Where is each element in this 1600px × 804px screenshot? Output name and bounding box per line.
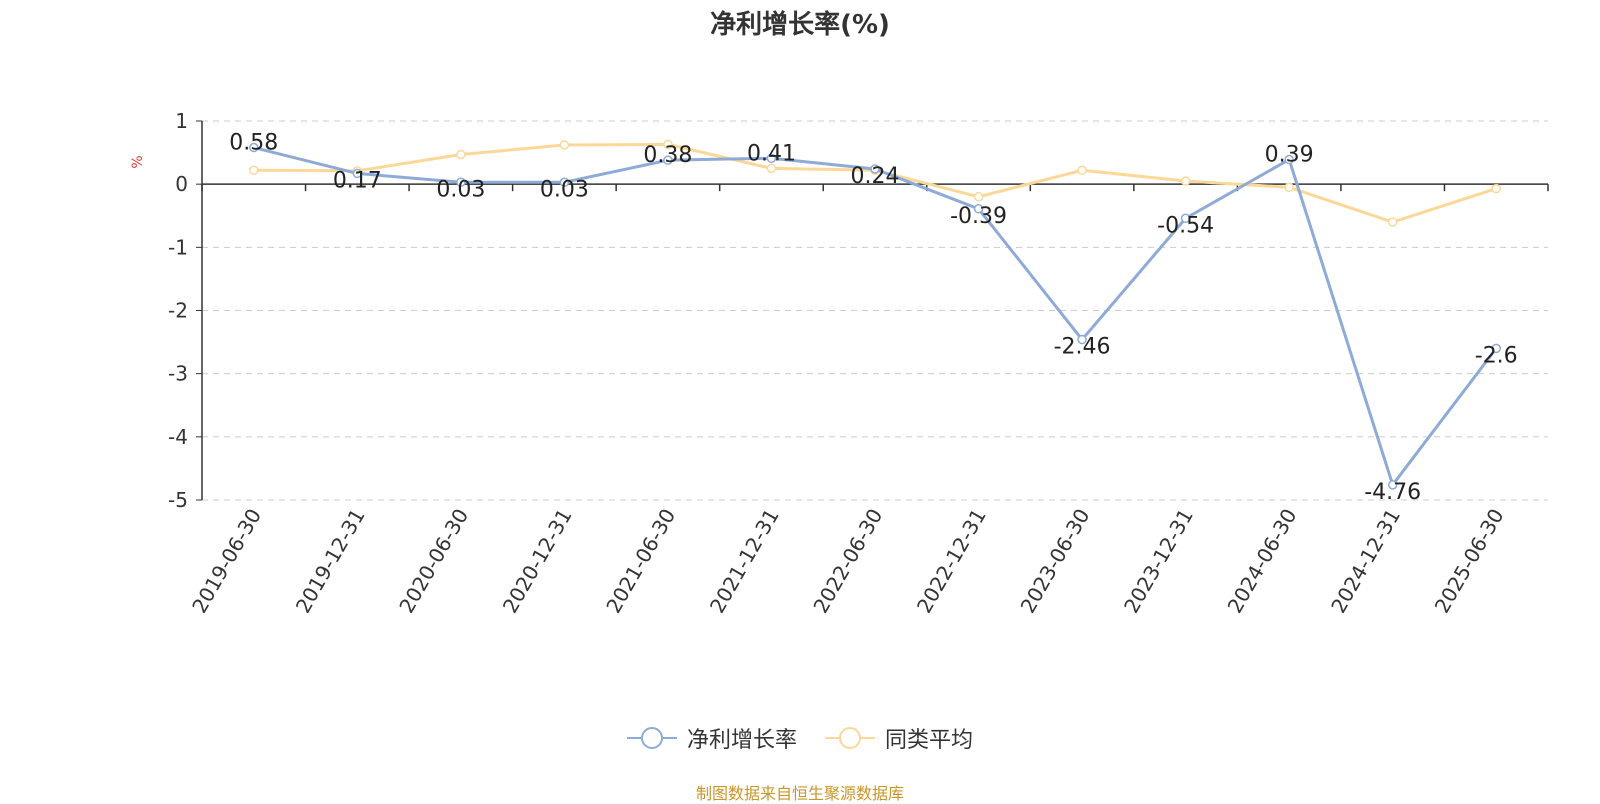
data-label: 0.58 bbox=[229, 131, 278, 156]
data-point[interactable] bbox=[559, 177, 570, 188]
y-tick-label: -1 bbox=[168, 235, 188, 259]
data-point[interactable] bbox=[663, 155, 673, 165]
data-point[interactable] bbox=[1491, 183, 1501, 194]
y-tick-label: -4 bbox=[168, 425, 188, 449]
legend-item-series-1[interactable]: 同类平均 bbox=[825, 722, 973, 754]
x-tick-label: 2019-06-30 bbox=[187, 505, 266, 618]
data-point[interactable] bbox=[456, 149, 466, 160]
legend-label: 同类平均 bbox=[885, 728, 974, 753]
y-tick-label: 1 bbox=[175, 109, 188, 133]
data-label: 0.03 bbox=[540, 177, 589, 202]
series-lines bbox=[249, 139, 1501, 490]
data-label: 0.24 bbox=[851, 164, 900, 189]
data-point[interactable] bbox=[1284, 182, 1294, 193]
data-label: -0.39 bbox=[950, 204, 1007, 229]
data-point[interactable] bbox=[973, 204, 984, 214]
data-point[interactable] bbox=[1284, 154, 1294, 165]
data-point[interactable] bbox=[1180, 213, 1191, 224]
legend: 净利增长率 同类平均 bbox=[0, 722, 1600, 754]
x-tick-label: 2025-06-30 bbox=[1430, 505, 1509, 618]
y-tick-label: 0 bbox=[175, 172, 188, 196]
data-point[interactable] bbox=[663, 139, 673, 150]
data-point[interactable] bbox=[1077, 165, 1087, 176]
data-point[interactable] bbox=[456, 177, 466, 188]
data-label: -0.54 bbox=[1157, 213, 1214, 238]
x-tick-label: 2021-06-30 bbox=[601, 505, 680, 618]
data-label: 0.17 bbox=[333, 168, 382, 193]
x-tick-label: 2024-06-30 bbox=[1223, 505, 1302, 618]
data-point[interactable] bbox=[249, 142, 259, 153]
data-point[interactable] bbox=[766, 153, 777, 164]
data-point[interactable] bbox=[352, 168, 363, 179]
legend-item-series-0[interactable]: 净利增长率 bbox=[626, 722, 797, 754]
data-point[interactable] bbox=[559, 140, 570, 150]
x-tick-label: 2023-06-30 bbox=[1016, 505, 1095, 618]
data-label: 0.03 bbox=[436, 177, 485, 202]
data-label: -2.46 bbox=[1054, 335, 1111, 360]
x-tick-label: 2020-06-30 bbox=[394, 505, 473, 618]
y-tick-label: -2 bbox=[168, 299, 188, 323]
y-tick-label: -5 bbox=[168, 488, 188, 512]
data-label: -2.6 bbox=[1475, 343, 1518, 368]
y-axis-unit-label: % bbox=[130, 155, 146, 168]
gridlines bbox=[202, 120, 1548, 501]
x-tick-label: 2019-12-31 bbox=[291, 505, 370, 618]
x-tick-label: 2021-12-31 bbox=[705, 505, 784, 618]
data-label: 0.41 bbox=[747, 141, 796, 166]
data-point[interactable] bbox=[1077, 334, 1087, 345]
data-labels: 0.58 0.17 0.03 0.03 0.38 0.41 0.24 -0.39 -2.46 -0… bbox=[229, 131, 1517, 505]
data-point[interactable] bbox=[1491, 343, 1501, 354]
data-point[interactable] bbox=[1180, 176, 1191, 186]
data-point[interactable] bbox=[766, 163, 777, 174]
chart-title: 净利增长率(%) bbox=[710, 10, 890, 40]
x-tick-label: 2020-12-31 bbox=[498, 505, 577, 618]
x-tick-label: 2023-12-31 bbox=[1119, 505, 1198, 618]
y-tick-label: -3 bbox=[168, 362, 188, 386]
legend-marker-icon bbox=[626, 727, 677, 749]
data-point[interactable] bbox=[249, 165, 259, 176]
data-label: 0.38 bbox=[643, 143, 692, 168]
data-point[interactable] bbox=[1387, 217, 1398, 227]
data-point[interactable] bbox=[870, 164, 880, 174]
legend-label: 净利增长率 bbox=[686, 728, 797, 753]
x-tick-label: 2024-12-31 bbox=[1326, 505, 1405, 618]
x-tick-label: 2022-06-30 bbox=[808, 505, 887, 618]
data-point[interactable] bbox=[973, 192, 984, 202]
data-label: 0.39 bbox=[1265, 143, 1314, 168]
data-point[interactable] bbox=[1387, 480, 1398, 490]
data-source-note: 制图数据来自恒生聚源数据库 bbox=[695, 784, 904, 803]
data-label: -4.76 bbox=[1364, 480, 1421, 505]
x-tick-label: 2022-12-31 bbox=[912, 505, 991, 618]
legend-marker-icon bbox=[825, 727, 875, 749]
